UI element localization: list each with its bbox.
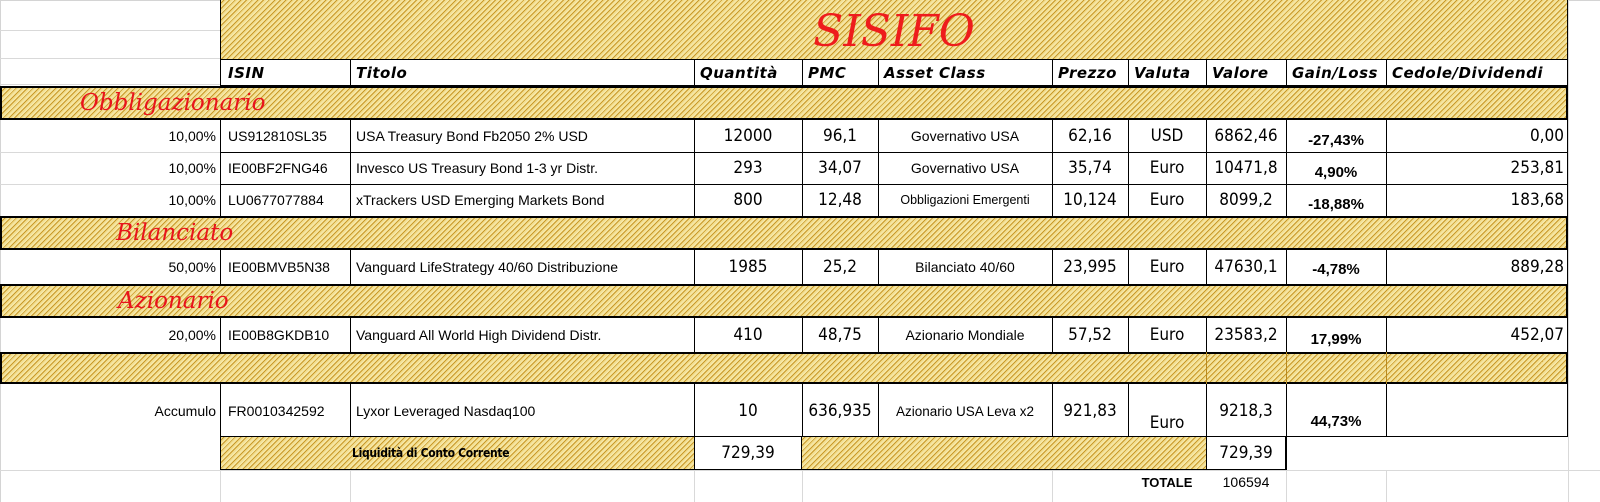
gain-loss-cell[interactable]: -27,43% [1308,131,1364,149]
valore-cell[interactable]: 47630,1 [1214,257,1278,277]
valore-cell[interactable]: 6862,46 [1214,126,1278,146]
valuta-cell[interactable]: Euro [1149,257,1185,277]
header-gain-loss[interactable]: Gain/Loss [1292,64,1378,82]
prezzo-cell[interactable]: 10,124 [1063,190,1117,210]
asset-class-cell[interactable]: Bilanciato 40/60 [915,259,1015,275]
gain-loss-cell[interactable]: -18,88% [1308,195,1364,213]
weight-cell[interactable]: 10,00% [168,192,216,208]
quantita-cell[interactable]: 12000 [723,126,773,146]
totale-label: TOTALE [1141,474,1193,490]
valuta-cell[interactable]: Euro [1149,413,1185,433]
quantita-cell[interactable]: 10 [738,401,758,421]
empty-band [0,352,1568,384]
isin-cell[interactable]: IE00BF2FNG46 [228,160,328,176]
totale-value[interactable]: 106594 [1222,474,1270,490]
header-quantita[interactable]: Quantità [700,64,778,82]
cedole-cell[interactable]: 0,00 [1529,126,1564,146]
liquidita-quantita[interactable]: 729,39 [721,443,775,463]
weight-cell[interactable]: 20,00% [168,327,216,343]
titolo-cell[interactable]: Lyxor Leveraged Nasdaq100 [356,403,536,419]
valore-cell[interactable]: 8099,2 [1219,190,1273,210]
liquidita-label[interactable]: Liquidità di Conto Corrente [352,446,510,460]
header-asset-class[interactable]: Asset Class [884,64,986,82]
liquidita-band-left [220,436,694,470]
pmc-cell[interactable]: 96,1 [822,126,858,146]
gain-loss-cell[interactable]: 17,99% [1310,330,1362,348]
section-band-obbligazionario [0,86,1568,120]
cedole-cell[interactable]: 452,07 [1510,325,1565,345]
titolo-cell[interactable]: Invesco US Treasury Bond 1-3 yr Distr. [356,160,598,176]
valuta-cell[interactable]: Euro [1149,325,1185,345]
title-banner [220,0,1568,60]
page-title: SISIFO [813,5,975,57]
prezzo-cell[interactable]: 62,16 [1068,126,1112,146]
pmc-cell[interactable]: 25,2 [822,257,858,277]
liquidita-valore-box [1206,436,1286,470]
header-row [220,60,1568,86]
cedole-cell[interactable]: 183,68 [1510,190,1565,210]
titolo-cell[interactable]: USA Treasury Bond Fb2050 2% USD [356,128,588,144]
section-band-bilanciato [0,216,1568,250]
weight-cell[interactable]: 10,00% [168,128,216,144]
valuta-cell[interactable]: USD [1150,126,1184,146]
liquidita-band-middle [802,436,1206,470]
isin-cell[interactable]: US912810SL35 [228,128,327,144]
isin-cell[interactable]: LU0677077884 [228,192,324,208]
header-cedole[interactable]: Cedole/Dividendi [1392,64,1543,82]
section-title-azionario: Azionario [118,288,229,314]
titolo-cell[interactable]: Vanguard LifeStrategy 40/60 Distribuzion… [356,259,619,275]
pmc-cell[interactable]: 48,75 [818,325,862,345]
valore-cell[interactable]: 23583,2 [1214,325,1278,345]
asset-class-cell[interactable]: Azionario USA Leva x2 [895,403,1035,419]
titolo-cell[interactable]: xTrackers USD Emerging Markets Bond [356,192,605,208]
asset-class-cell[interactable]: Governativo USA [910,160,1020,176]
isin-cell[interactable]: IE00BMVB5N38 [228,259,330,275]
quantita-cell[interactable]: 410 [733,325,763,345]
gain-loss-cell[interactable]: 4,90% [1314,163,1358,181]
section-title-obbligazionario: Obbligazionario [80,90,266,116]
valore-cell[interactable]: 9218,3 [1219,401,1273,421]
weight-cell[interactable]: 50,00% [168,259,216,275]
liquidita-quantita-box [694,436,802,470]
prezzo-cell[interactable]: 921,83 [1063,401,1117,421]
header-titolo[interactable]: Titolo [356,64,408,82]
cedole-cell[interactable]: 889,28 [1510,257,1565,277]
header-valuta[interactable]: Valuta [1134,64,1191,82]
pmc-cell[interactable]: 636,935 [808,401,872,421]
prezzo-cell[interactable]: 23,995 [1063,257,1117,277]
quantita-cell[interactable]: 293 [733,158,763,178]
cedole-cell[interactable] [1386,394,1568,428]
pmc-cell[interactable]: 34,07 [818,158,862,178]
prezzo-cell[interactable]: 57,52 [1068,325,1112,345]
prezzo-cell[interactable]: 35,74 [1068,158,1112,178]
weight-cell[interactable]: Accumulo [154,403,216,419]
valuta-cell[interactable]: Euro [1149,190,1185,210]
gain-loss-cell[interactable]: -4,78% [1312,260,1360,278]
valore-cell[interactable]: 10471,8 [1214,158,1278,178]
cedole-cell[interactable]: 253,81 [1510,158,1565,178]
liquidita-valore[interactable]: 729,39 [1219,443,1273,463]
isin-cell[interactable]: FR0010342592 [228,403,325,419]
section-title-bilanciato: Bilanciato [116,220,234,246]
header-pmc[interactable]: PMC [808,64,847,82]
titolo-cell[interactable]: Vanguard All World High Dividend Distr. [356,327,602,343]
valuta-cell[interactable]: Euro [1149,158,1185,178]
header-isin[interactable]: ISIN [228,64,265,82]
asset-class-cell[interactable]: Obbligazioni Emergenti [900,193,1030,207]
weight-cell[interactable]: 10,00% [168,160,216,176]
section-band-azionario [0,284,1568,318]
quantita-cell[interactable]: 1985 [728,257,768,277]
header-prezzo[interactable]: Prezzo [1058,64,1117,82]
header-valore[interactable]: Valore [1212,64,1269,82]
gain-loss-cell[interactable]: 44,73% [1310,412,1362,430]
isin-cell[interactable]: IE00B8GKDB10 [228,327,330,343]
quantita-cell[interactable]: 800 [733,190,763,210]
pmc-cell[interactable]: 12,48 [818,190,862,210]
asset-class-cell[interactable]: Governativo USA [910,128,1020,144]
asset-class-cell[interactable]: Azionario Mondiale [905,327,1025,343]
